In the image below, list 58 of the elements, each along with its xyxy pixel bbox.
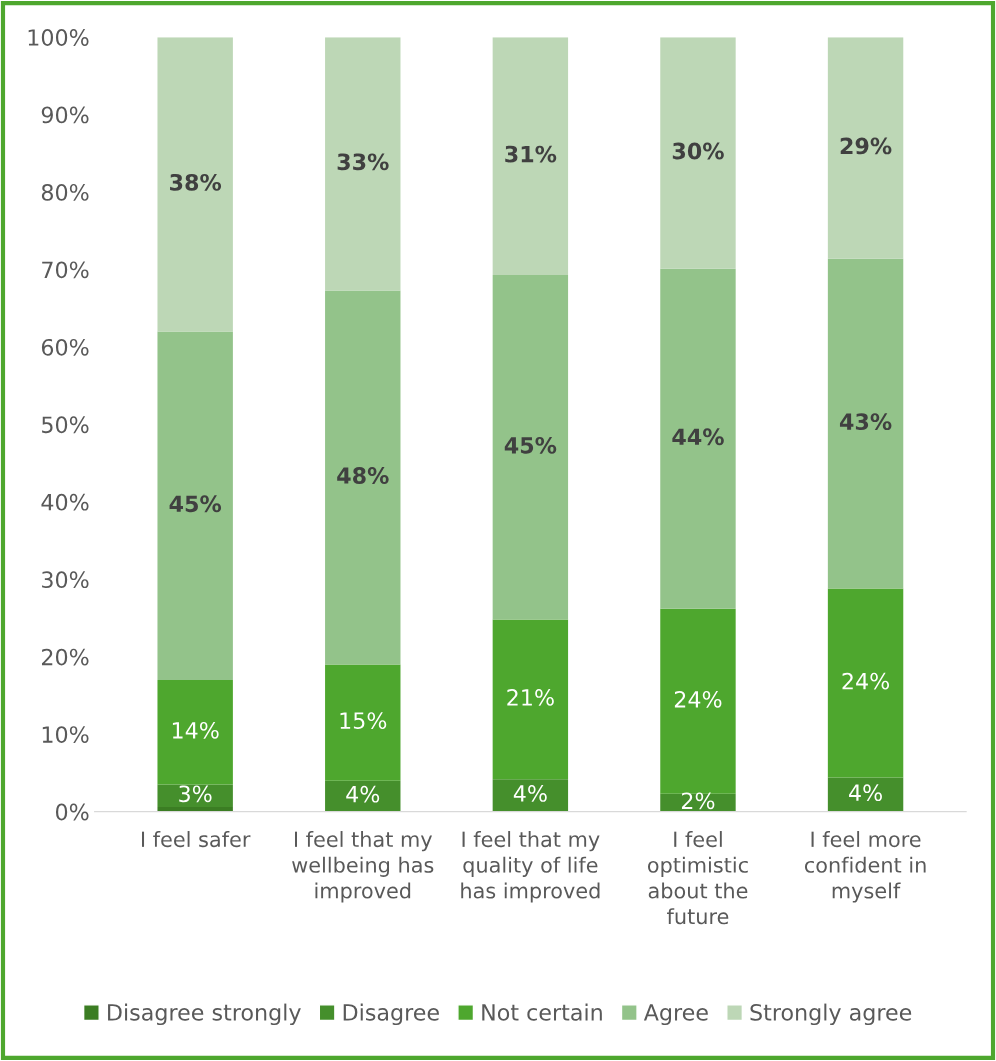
bar <box>827 258 904 589</box>
y-tick-label: 0% <box>55 803 89 821</box>
data-label: 44% <box>672 428 724 446</box>
bar <box>325 780 401 812</box>
y-tick-label: 30% <box>42 571 89 589</box>
legend-label: Disagree strongly <box>108 1003 301 1026</box>
data-label: 15% <box>340 712 387 730</box>
data-label: 21% <box>507 689 554 706</box>
data-label: 31% <box>505 145 557 163</box>
x-tick-label: I feel that my quality of life has improved <box>461 831 600 903</box>
bar <box>660 37 736 269</box>
data-label: 29% <box>840 137 892 155</box>
legend-label: Not certain <box>482 1003 602 1021</box>
bar <box>325 290 401 665</box>
data-label: 30% <box>672 142 724 160</box>
bar <box>660 268 736 609</box>
y-tick-label: 20% <box>42 648 89 666</box>
data-label: 43% <box>839 413 892 431</box>
data-label: 2% <box>681 792 715 810</box>
bar <box>827 588 904 778</box>
data-label: 3% <box>179 785 212 803</box>
bar <box>325 37 401 291</box>
bar <box>660 608 736 794</box>
x-tick-label: I feel that my wellbeing has improved <box>292 831 434 903</box>
bar <box>157 37 233 332</box>
bar <box>157 679 233 785</box>
bar <box>325 664 401 781</box>
bar <box>492 37 569 275</box>
x-tick-label: I feel safer <box>141 831 251 848</box>
y-tick-label: 60% <box>41 338 89 356</box>
legend-label: Disagree <box>343 1003 439 1026</box>
y-tick-label: 80% <box>41 183 89 201</box>
bar <box>827 37 904 259</box>
y-tick-label: 100% <box>28 29 89 46</box>
legend-label: Agree <box>643 1004 708 1026</box>
y-tick-label: 70% <box>42 261 89 279</box>
x-tick-label: I feel more confident in myself <box>804 831 926 903</box>
data-label: 14% <box>172 721 219 739</box>
y-tick-label: 10% <box>42 726 89 743</box>
data-label: 4% <box>513 785 547 802</box>
x-tick-label: I feel optimistic about the future <box>647 831 748 925</box>
data-label: 48% <box>337 467 389 484</box>
data-label: 38% <box>170 173 222 191</box>
data-label: 4% <box>849 784 882 802</box>
y-tick-label: 40% <box>41 493 89 511</box>
bar <box>157 331 233 680</box>
bar <box>492 274 569 620</box>
legend-label: Strongly agree <box>750 1003 912 1026</box>
bar <box>492 619 569 780</box>
y-tick-label: 50% <box>42 416 89 434</box>
data-label: 24% <box>842 672 890 690</box>
y-tick-label: 90% <box>41 106 89 124</box>
data-label: 4% <box>346 785 380 803</box>
data-label: 24% <box>674 690 722 708</box>
data-label: 33% <box>337 153 389 171</box>
data-label: 45% <box>169 495 222 513</box>
bar <box>492 779 569 812</box>
data-label: 45% <box>504 436 557 454</box>
